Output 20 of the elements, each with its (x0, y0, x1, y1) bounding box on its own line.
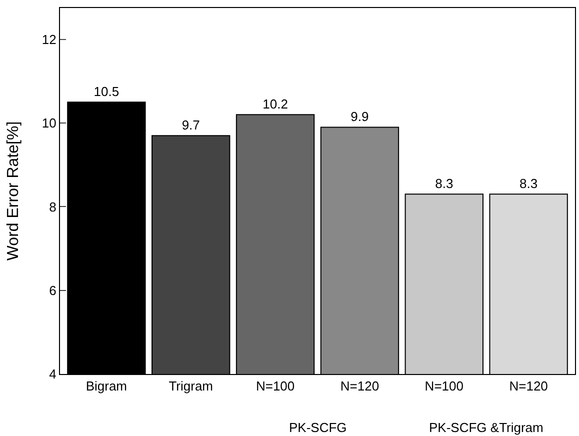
x-tick-label: N=120 (340, 378, 380, 394)
y-tick-label: 6 (49, 282, 56, 298)
data-label: 10.2 (262, 96, 288, 112)
data-label: 9.9 (350, 109, 369, 124)
text: PK-SCFG (289, 420, 347, 435)
x-tick-label: N=100 (256, 378, 295, 394)
x-tick-label: Bigram (86, 378, 128, 394)
y-tick-label: 8 (49, 199, 56, 214)
data-label: 8.3 (435, 176, 454, 192)
y-tick-label: 10 (42, 116, 56, 131)
x-tick-label: N=100 (424, 378, 464, 394)
y-tick-label: 12 (42, 32, 56, 47)
x-tick-label: Trigram (168, 378, 214, 394)
data-label: 10.5 (94, 84, 120, 100)
y-axis-title: Word Error Rate[%] (5, 121, 22, 261)
x-tick-label: N=120 (509, 378, 548, 394)
text: PK-SCFG &Trigram (429, 420, 544, 435)
y-tick-label: 4 (49, 366, 56, 382)
data-label: 8.3 (520, 176, 538, 192)
data-label: 9.7 (182, 118, 200, 133)
